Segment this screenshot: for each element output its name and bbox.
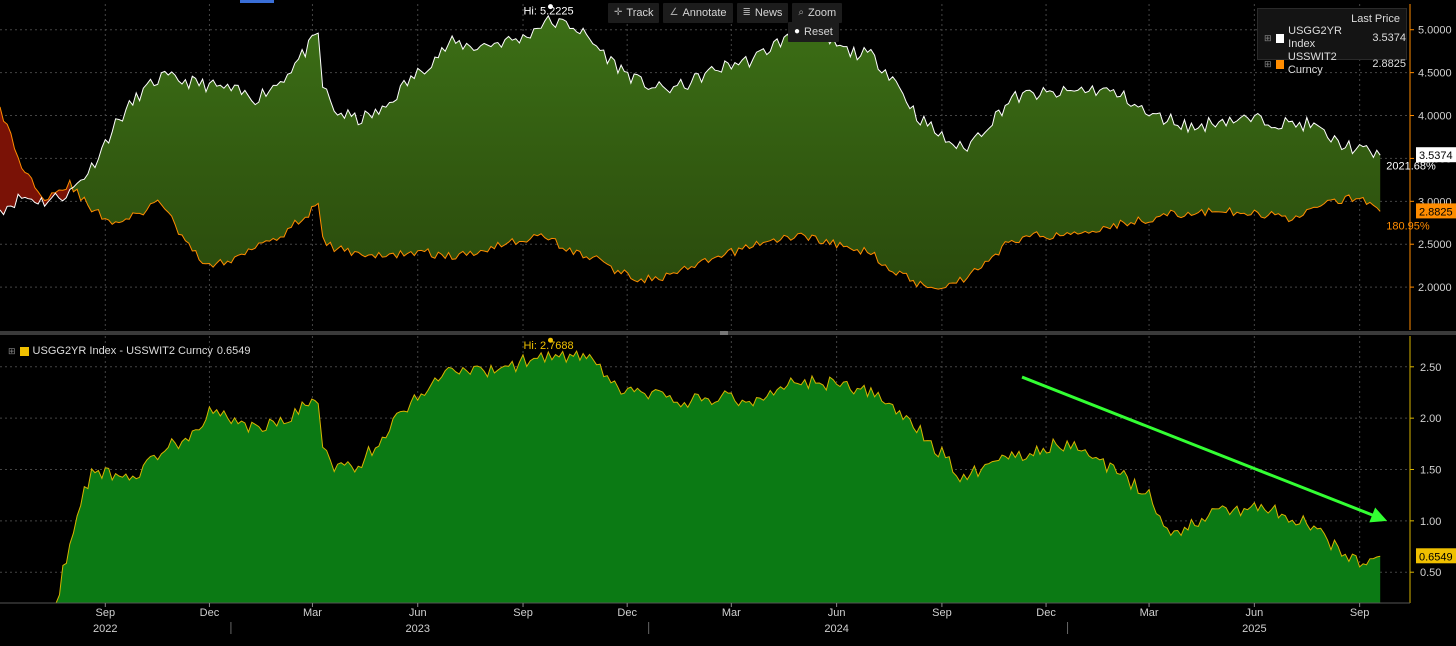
swatch-spread xyxy=(19,346,29,356)
x-tick-label-month: Sep xyxy=(1350,607,1370,619)
legend-top: Last Price ⊞ USGG2YR Index 3.5374 ⊞ USSW… xyxy=(1257,8,1407,76)
zoom-label: Zoom xyxy=(808,7,837,19)
magnifier-icon: ⌕ xyxy=(798,7,805,18)
top-y-tick-label: 4.0000 xyxy=(1418,111,1452,123)
expand-icon[interactable]: ⊞ xyxy=(1264,32,1272,43)
x-tick-label-month: Jun xyxy=(1245,607,1263,619)
x-tick-label-year: 2024 xyxy=(824,623,848,635)
legend-value-spread: 0.6549 xyxy=(216,345,251,357)
hi-marker-top xyxy=(547,4,553,10)
news-icon: ≣ xyxy=(742,7,751,18)
track-button[interactable]: ✛ Track xyxy=(608,3,660,23)
spread-line xyxy=(55,349,1381,604)
annotations: Hi: 5.2225 2021.68% 180.95% Hi: 2.7688 xyxy=(523,4,1436,523)
spread-area xyxy=(56,351,1381,603)
x-tick-label-month: Dec xyxy=(617,607,637,619)
x-tick-label-year: 2022 xyxy=(93,623,117,635)
top-y-tick-label: 2.0000 xyxy=(1418,282,1452,294)
expand-icon[interactable]: ⊞ xyxy=(1264,58,1272,69)
spread-fill-inverted xyxy=(0,106,70,215)
zoom-button[interactable]: ⌕ Zoom xyxy=(792,3,843,23)
x-tick-label-month: Jun xyxy=(828,607,846,619)
pencil-icon: ∠ xyxy=(669,7,679,18)
legend-bottom[interactable]: ⊞ USGG2YR Index - USSWIT2 Curncy 0.6549 xyxy=(8,345,251,357)
hi-label-top: Hi: 5.2225 xyxy=(523,6,573,18)
x-tick-label-month: Dec xyxy=(200,607,220,619)
legend-value-usgg2yr: 3.5374 xyxy=(1372,31,1406,44)
x-tick-label-month: Mar xyxy=(1140,607,1159,619)
last-price-tag-usgg2yr: 3.5374 xyxy=(1419,150,1453,162)
last-price-tag-spread-box xyxy=(1416,548,1456,564)
trend-arrow-shaft xyxy=(1021,375,1378,519)
annotate-button[interactable]: ∠ Annotate xyxy=(663,3,733,23)
x-tick-label-month: Sep xyxy=(513,607,533,619)
x-tick-label-month: Jun xyxy=(409,607,427,619)
top-y-tick-label: 4.5000 xyxy=(1418,68,1452,80)
top-y-tick-label: 2.5000 xyxy=(1418,239,1452,251)
bottom-y-tick-label: 1.00 xyxy=(1420,516,1441,528)
pct-label-usgg2yr: 2021.68% xyxy=(1386,160,1436,172)
legend-name-usgg2yr: USGG2YR Index xyxy=(1288,25,1342,50)
x-tick-label-month: Sep xyxy=(932,607,952,619)
expand-icon[interactable]: ⊞ xyxy=(8,345,16,356)
legend-entry-usswit2[interactable]: ⊞ USSWIT2 Curncy 2.8825 xyxy=(1258,51,1406,77)
series-line-usgg2yr xyxy=(0,14,1381,216)
top-plot xyxy=(0,14,1381,290)
bottom-plot xyxy=(55,349,1381,604)
last-price-tag-usswit2: 2.8825 xyxy=(1419,206,1453,218)
panel-drag-handle xyxy=(720,331,728,335)
bottom-y-tick-label: 2.00 xyxy=(1420,413,1441,425)
range-marker xyxy=(240,0,274,3)
x-tick-label-year: 2023 xyxy=(405,623,429,635)
reset-button[interactable]: ● Reset xyxy=(788,22,839,42)
track-label: Track xyxy=(626,7,654,19)
series-line-usswit2 xyxy=(0,106,1381,290)
legend-name-usswit2: USSWIT2 Curncy xyxy=(1287,51,1337,76)
reset-dot-icon: ● xyxy=(794,26,801,37)
legend-name-spread: USGG2YR Index - USSWIT2 Curncy xyxy=(32,345,213,357)
bottom-y-tick-label: 1.50 xyxy=(1420,465,1441,477)
last-price-tag-usswit2-box xyxy=(1416,203,1456,219)
legend-title: Last Price xyxy=(1351,13,1400,25)
trend-arrow-head xyxy=(1369,507,1388,523)
x-tick-label-month: Sep xyxy=(96,607,116,619)
x-tick-label-month: Mar xyxy=(722,607,741,619)
annotate-label: Annotate xyxy=(682,7,727,19)
bottom-y-tick-label: 2.50 xyxy=(1420,362,1441,374)
last-price-tag-usgg2yr-box xyxy=(1416,147,1456,163)
top-y-tick-label: 5.0000 xyxy=(1418,25,1452,37)
x-tick-label-month: Mar xyxy=(303,607,322,619)
bottom-y-tick-label: 0.50 xyxy=(1420,567,1441,579)
hi-marker-bottom xyxy=(547,337,553,343)
spread-fill-positive xyxy=(69,15,1381,290)
swatch-usswit2 xyxy=(1275,59,1284,69)
crosshair-icon: ✛ xyxy=(614,7,623,18)
swatch-usgg2yr xyxy=(1275,33,1285,43)
chart-toolbar: ✛ Track ∠ Annotate ≣ News ⌕ Zoom xyxy=(608,3,843,23)
hi-label-bottom: Hi: 2.7688 xyxy=(523,340,573,352)
legend-value-usswit2: 2.8825 xyxy=(1372,57,1406,70)
reset-label: Reset xyxy=(804,26,833,38)
pct-label-usswit2: 180.95% xyxy=(1386,220,1430,232)
legend-entry-usgg2yr[interactable]: ⊞ USGG2YR Index 3.5374 xyxy=(1258,25,1406,51)
news-button[interactable]: ≣ News xyxy=(736,3,789,23)
x-tick-label-month: Dec xyxy=(1036,607,1056,619)
last-price-tag-spread: 0.6549 xyxy=(1419,551,1453,563)
news-label: News xyxy=(754,7,783,19)
x-tick-label-year: 2025 xyxy=(1242,623,1266,635)
